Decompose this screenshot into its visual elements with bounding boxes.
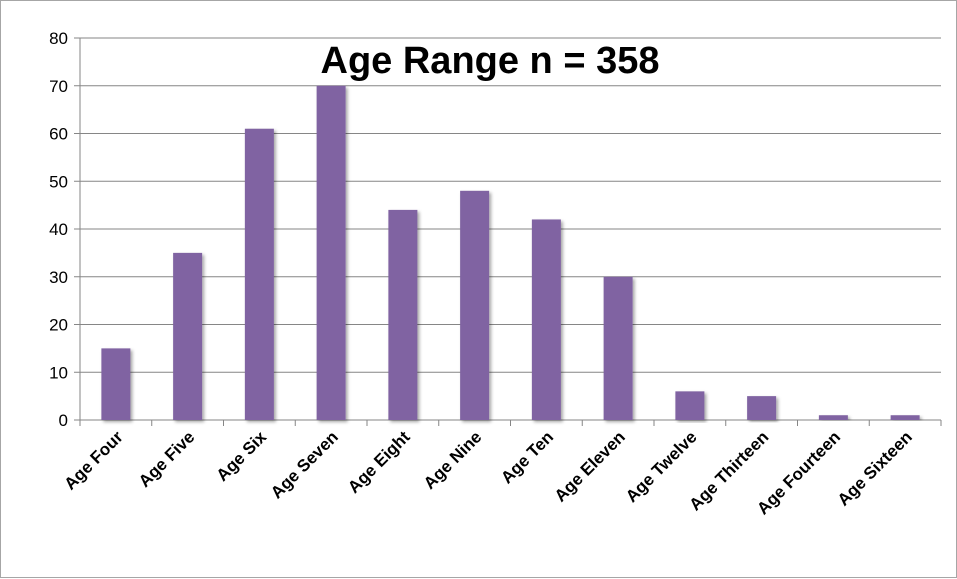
y-tick-label: 30 (49, 268, 68, 287)
bar-age-six (244, 128, 274, 420)
x-tick-label: Age Four (61, 427, 127, 493)
x-tick-label: Age Twelve (622, 427, 701, 506)
x-tick-label: Age Eleven (551, 427, 629, 505)
y-tick-labels: 0 10 20 30 40 50 60 70 80 (49, 29, 68, 430)
x-tick-label: Age Six (213, 427, 271, 485)
y-tick-label: 10 (49, 363, 68, 382)
y-tick-label: 80 (49, 29, 68, 48)
bar-age-ten (531, 219, 561, 420)
x-tick-label: Age Five (135, 427, 199, 491)
y-tick-label: 60 (49, 125, 68, 144)
bar-age-eight (388, 209, 418, 420)
x-tick-label: Age Eight (344, 427, 414, 497)
bar-age-fourteen (818, 415, 848, 420)
bar-age-seven (316, 85, 346, 420)
bar-age-five (173, 252, 203, 420)
chart-title: Age Range n = 358 (321, 40, 660, 82)
bar-age-sixteen (890, 415, 920, 420)
bar-age-four (101, 348, 131, 420)
bar-age-thirteen (747, 396, 777, 420)
y-tick-label: 20 (49, 316, 68, 335)
x-tick-label: Age Ten (497, 427, 557, 487)
y-tick-label: 70 (49, 77, 68, 96)
bars (101, 85, 920, 420)
y-tick-label: 40 (49, 220, 68, 239)
bar-age-eleven (603, 276, 633, 420)
x-tick-label: Age Sixteen (834, 427, 916, 509)
bar-age-twelve (675, 391, 705, 420)
x-tick-label: Age Nine (420, 427, 486, 493)
gridlines (80, 37, 941, 373)
x-tick-label: Age Seven (267, 427, 342, 502)
y-tick-label: 0 (59, 411, 68, 430)
axes (74, 37, 942, 426)
bar-age-nine (460, 190, 490, 420)
y-tick-label: 50 (49, 172, 68, 191)
